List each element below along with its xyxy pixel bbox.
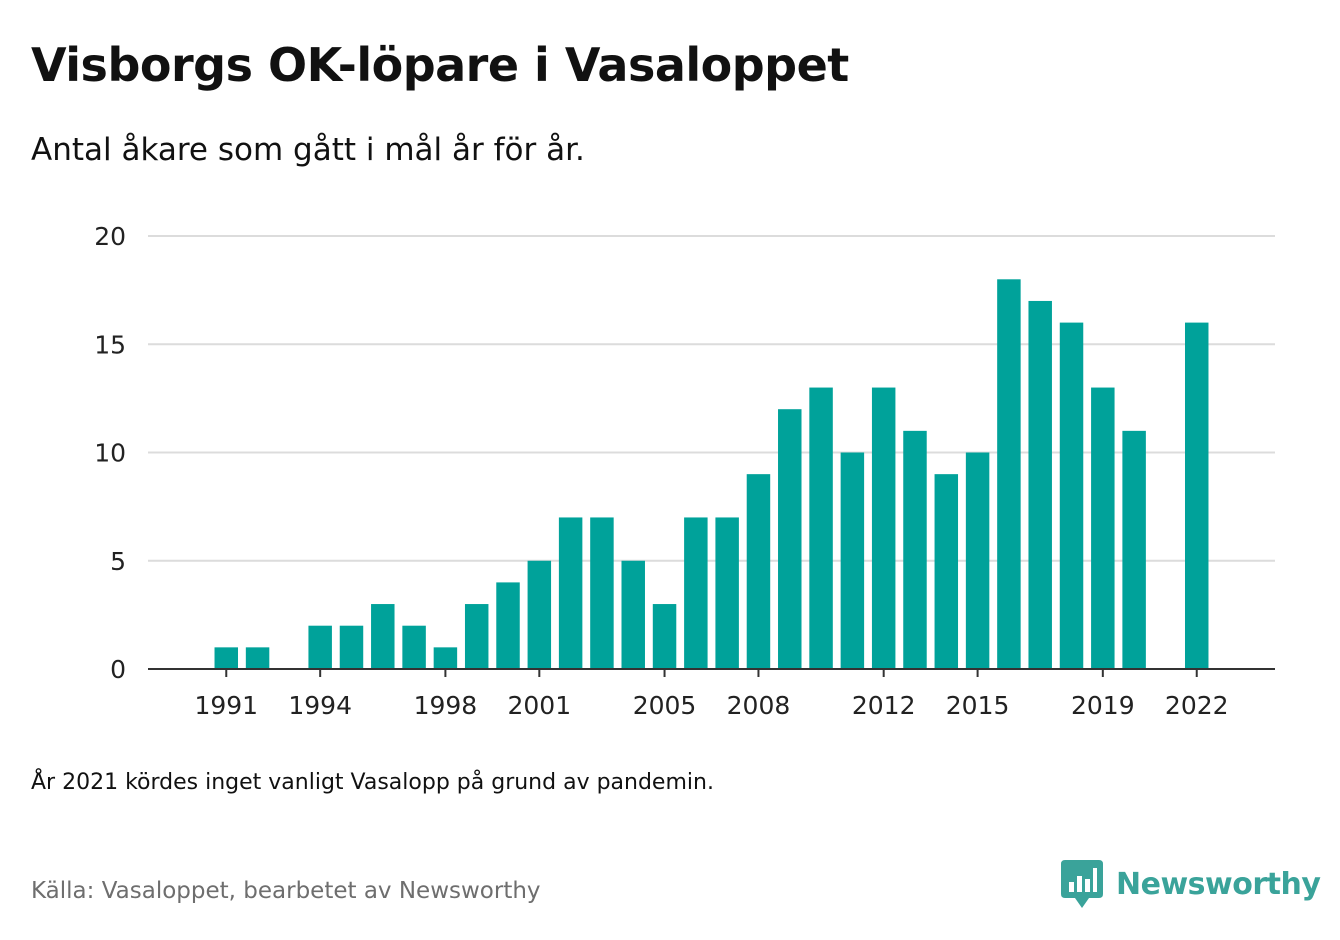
bar-1997 xyxy=(402,625,426,669)
bar-2008 xyxy=(746,474,771,669)
bar-chart: 0 5 10 15 20 1991 1994 1998 2001 2005 2008 2012 2015… xyxy=(94,222,1275,720)
x-tick-label: 2008 xyxy=(727,691,791,720)
y-tick-label: 0 xyxy=(110,655,126,684)
bar-2004 xyxy=(621,560,645,669)
chart-subtitle: Antal åkare som gått i mål år för år. xyxy=(31,132,585,168)
bar-2013 xyxy=(903,430,927,669)
bar-1998 xyxy=(433,647,458,669)
bars xyxy=(214,279,1209,669)
brand-name: Newsworthy xyxy=(1116,867,1321,902)
bar-2006 xyxy=(684,517,708,669)
bar-1992 xyxy=(245,647,270,669)
bar-2005 xyxy=(652,604,677,669)
source-credit: Källa: Vasaloppet, bearbetet av Newswort… xyxy=(31,878,541,904)
bar-1996 xyxy=(371,604,395,669)
x-tick-label: 1994 xyxy=(288,691,352,720)
x-tick-label: 2015 xyxy=(946,691,1010,720)
bar-2001 xyxy=(527,560,552,669)
grid-lines xyxy=(148,235,1275,562)
x-tick-label: 2022 xyxy=(1165,691,1229,720)
bar-2012 xyxy=(871,387,896,669)
newsworthy-logo-icon xyxy=(1061,860,1103,908)
bar-2003 xyxy=(590,517,614,669)
tick-labels: 0 5 10 15 20 1991 1994 1998 2001 2005 2008 2012 2015… xyxy=(94,222,1228,720)
bar-2000 xyxy=(496,582,520,669)
y-tick-label: 15 xyxy=(94,330,126,359)
bar-2011 xyxy=(840,452,865,669)
x-tick-label: 1998 xyxy=(414,691,478,720)
bar-2019 xyxy=(1091,387,1115,669)
bar-1991 xyxy=(214,647,239,669)
bar-2014 xyxy=(934,474,959,669)
bar-1999 xyxy=(464,604,489,669)
bar-1995 xyxy=(339,625,364,669)
x-tick-label: 2005 xyxy=(633,691,697,720)
bar-2007 xyxy=(715,517,739,669)
y-tick-label: 5 xyxy=(110,547,126,576)
bar-1994 xyxy=(308,625,332,669)
bar-2016 xyxy=(997,279,1021,669)
y-tick-label: 10 xyxy=(94,439,126,468)
bar-2015 xyxy=(965,452,990,669)
y-tick-label: 20 xyxy=(94,222,126,251)
x-tick-label: 1991 xyxy=(194,691,258,720)
bar-2009 xyxy=(778,409,802,669)
bar-2002 xyxy=(558,517,583,669)
x-tick-label: 2001 xyxy=(508,691,572,720)
bar-2017 xyxy=(1028,300,1052,669)
chart-title: Visborgs OK-löpare i Vasaloppet xyxy=(31,38,849,92)
x-tick-label: 2019 xyxy=(1071,691,1135,720)
bar-2010 xyxy=(809,387,833,669)
bar-2022 xyxy=(1184,322,1209,669)
bar-2018 xyxy=(1059,322,1084,669)
x-tick-label: 2012 xyxy=(852,691,916,720)
bar-2020 xyxy=(1122,430,1146,669)
axes xyxy=(148,668,1275,677)
chart-note: År 2021 kördes inget vanligt Vasalopp på… xyxy=(31,770,714,795)
brand-logo: Newsworthy xyxy=(1061,860,1321,910)
